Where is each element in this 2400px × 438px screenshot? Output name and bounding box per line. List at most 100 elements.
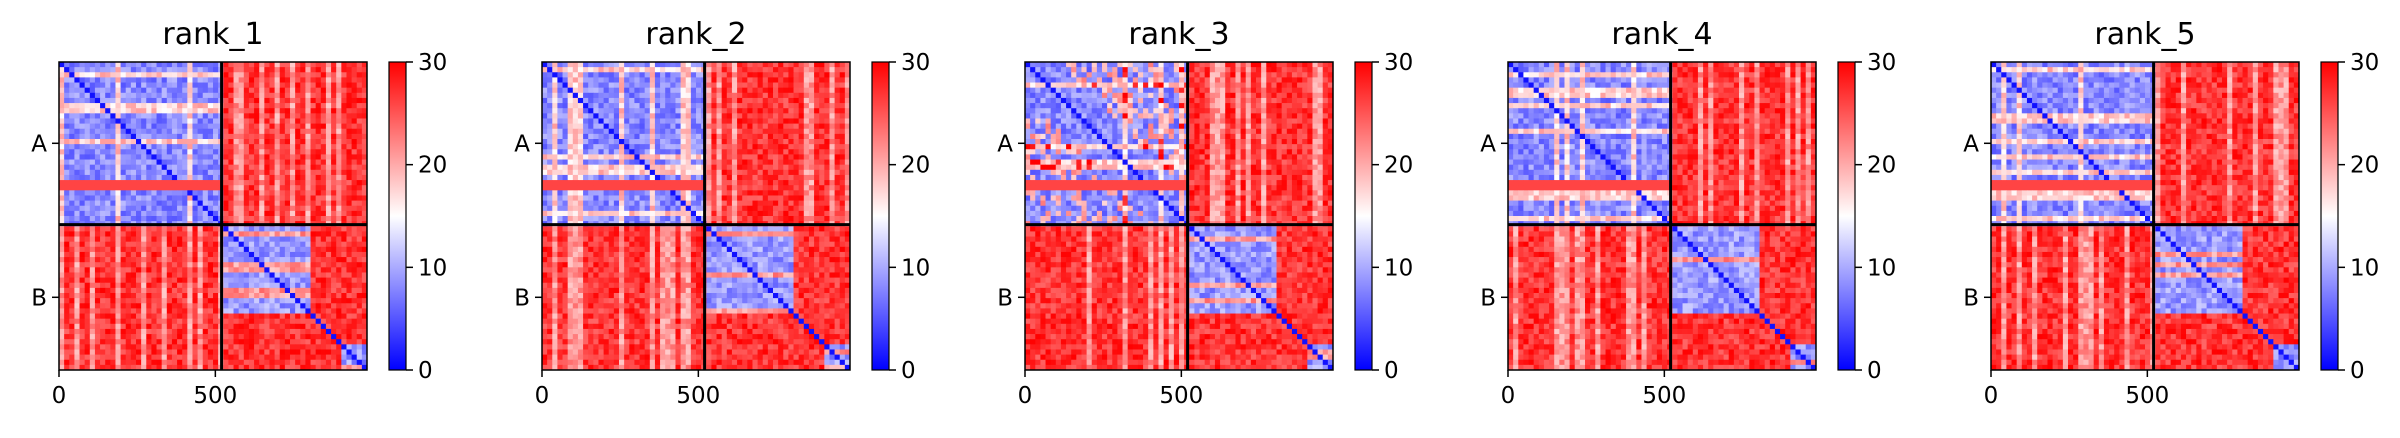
heatmap-cell (778, 164, 784, 171)
heatmap-cell (356, 226, 363, 232)
heatmap-cell (69, 87, 75, 94)
heatmap-cell (223, 231, 229, 237)
heatmap-cell (731, 174, 738, 181)
heatmap-cell (325, 62, 332, 68)
heatmap-cell (151, 82, 157, 89)
heatmap-cell (59, 246, 65, 253)
heatmap-cell (670, 113, 676, 119)
heatmap-cell (300, 267, 306, 273)
heatmap-cell (156, 293, 163, 299)
heatmap-cell (320, 123, 327, 130)
heatmap-cell (136, 323, 142, 330)
heatmap-cell (223, 236, 229, 243)
heatmap-cell (177, 123, 183, 130)
heatmap-cell (192, 339, 198, 345)
heatmap-cell (619, 139, 625, 145)
heatmap-cell (793, 133, 800, 140)
heatmap-cell (361, 149, 368, 155)
heatmap-cell (84, 185, 91, 191)
heatmap-cell (290, 103, 296, 109)
heatmap-cell (300, 349, 306, 355)
heatmap-cell (305, 190, 311, 196)
heatmap-cell (120, 87, 127, 94)
heatmap-cell (331, 241, 337, 248)
heatmap-cell (351, 282, 358, 289)
heatmap-cell (325, 128, 332, 135)
heatmap-cell (361, 277, 368, 284)
heatmap-cell (264, 308, 270, 314)
heatmap-cell (778, 92, 784, 99)
heatmap-cell (752, 144, 758, 150)
heatmap-cell (346, 113, 352, 119)
heatmap-cell (100, 241, 106, 248)
heatmap-cell (300, 103, 306, 109)
heatmap-cell (731, 103, 738, 109)
heatmap-cell (182, 323, 188, 330)
heatmap-cell (778, 108, 784, 114)
heatmap-cell (213, 164, 219, 171)
heatmap-cell (613, 139, 620, 145)
heatmap-cell (166, 133, 173, 140)
heatmap-cell (254, 231, 260, 237)
heatmap-cell (361, 195, 368, 201)
heatmap-cell (274, 169, 281, 176)
heatmap-cell (125, 323, 132, 330)
heatmap-cell (279, 318, 286, 325)
heatmap-cell (778, 159, 784, 166)
heatmap-cell (156, 349, 163, 355)
heatmap-cell (151, 72, 157, 78)
heatmap-cell (110, 139, 116, 145)
heatmap-cell (325, 344, 332, 350)
heatmap-cell (248, 282, 255, 289)
heatmap-cell (542, 87, 548, 94)
heatmap-cell (593, 123, 599, 130)
heatmap-cell (742, 133, 748, 140)
heatmap-cell (141, 113, 147, 119)
heatmap-cell (274, 108, 281, 114)
heatmap-cell (706, 128, 712, 135)
heatmap-cell (141, 72, 147, 78)
heatmap-cell (788, 159, 794, 166)
heatmap-cell (94, 251, 101, 258)
heatmap-cell (346, 287, 352, 294)
heatmap-cell (269, 210, 275, 217)
heatmap-cell (824, 128, 830, 135)
heatmap-cell (731, 62, 738, 68)
heatmap-cell (351, 180, 358, 186)
heatmap-cell (197, 72, 204, 78)
heatmap-cell (202, 123, 209, 130)
heatmap-cell (110, 108, 116, 114)
heatmap-cell (798, 139, 805, 145)
heatmap-cell (259, 82, 265, 89)
heatmap-cell (284, 328, 291, 335)
heatmap-cell (161, 62, 168, 68)
heatmap-cell (361, 169, 368, 176)
heatmap-cell (177, 241, 183, 248)
heatmap-cell (197, 108, 204, 114)
heatmap-cell (259, 236, 265, 243)
heatmap-cell (767, 77, 774, 83)
heatmap-cell (264, 123, 270, 130)
heatmap-cell (325, 169, 332, 176)
heatmap-cell (716, 149, 723, 155)
heatmap-cell (726, 87, 733, 94)
heatmap-cell (634, 108, 640, 114)
heatmap-cell (290, 236, 296, 243)
heatmap-cell (202, 185, 209, 191)
heatmap-cell (762, 169, 769, 176)
heatmap-cell (130, 226, 137, 232)
heatmap-cell (341, 226, 347, 232)
heatmap-cell (105, 72, 111, 78)
heatmap-cell (110, 226, 116, 232)
heatmap-cell (654, 149, 661, 155)
heatmap-cell (361, 262, 368, 268)
heatmap-cell (603, 77, 610, 83)
heatmap-cell (177, 103, 183, 109)
heatmap-cell (151, 308, 157, 314)
heatmap-cell (284, 257, 291, 263)
heatmap-cell (665, 174, 671, 181)
heatmap-cell (336, 282, 342, 289)
heatmap-cell (320, 62, 327, 68)
heatmap-cell (300, 62, 306, 68)
heatmap-cell (182, 108, 188, 114)
